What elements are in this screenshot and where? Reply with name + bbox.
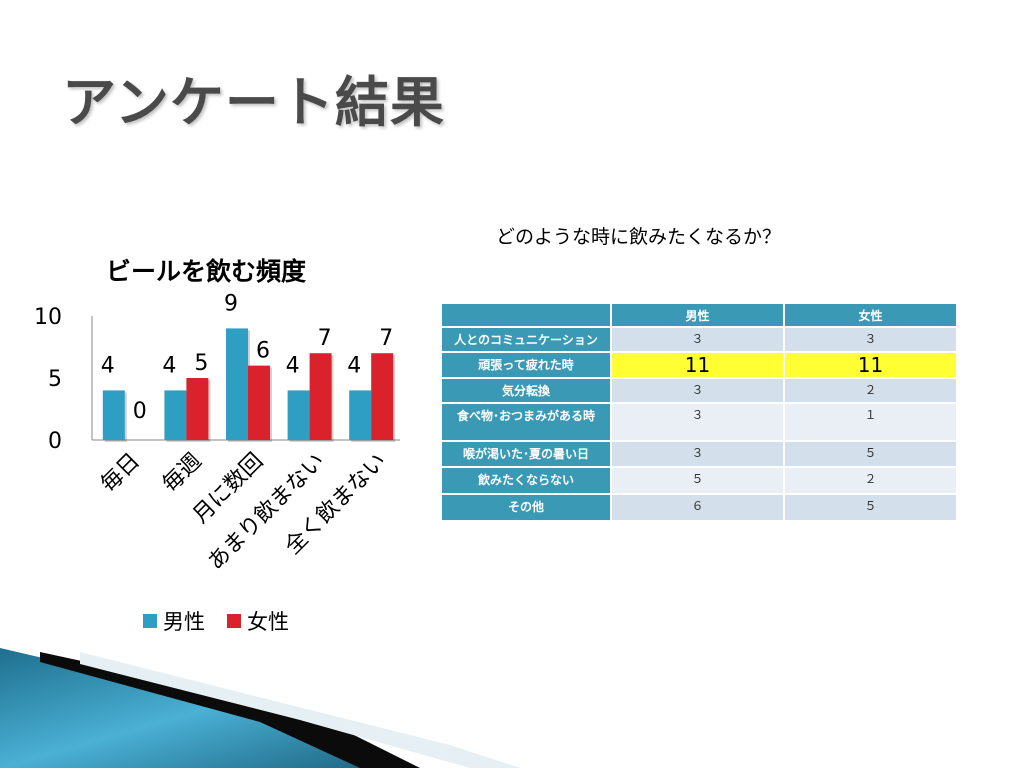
data-label: 4 <box>162 353 176 378</box>
table-header-male: 男性 <box>610 302 785 328</box>
table-row-highlighted: 頑張って疲れた時 11 11 <box>440 351 958 379</box>
row-label: 頑張って疲れた時 <box>440 351 612 379</box>
y-tick-label: 0 <box>48 429 62 454</box>
bar-male <box>102 390 125 440</box>
y-tick-label: 5 <box>48 367 62 392</box>
bar-male <box>164 390 187 440</box>
table-row: 気分転換 ３ ２ <box>440 377 958 404</box>
table-row: 飲みたくならない ５ ２ <box>440 466 958 495</box>
row-label: 食べ物･おつまみがある時 <box>440 402 612 442</box>
row-male-value: ３ <box>610 377 785 404</box>
legend-item-female: 女性 <box>227 606 289 636</box>
row-female-value: 11 <box>783 351 958 379</box>
legend-swatch-female <box>227 614 241 628</box>
row-male-value: ３ <box>610 440 785 468</box>
table-row: 食べ物･おつまみがある時 ３ １ <box>440 402 958 442</box>
table-header-female: 女性 <box>783 302 958 328</box>
table-header-row: 男性 女性 <box>440 302 958 328</box>
row-female-value: ５ <box>783 440 958 468</box>
chart-legend: 男性 女性 <box>143 606 311 636</box>
row-female-value: ２ <box>783 377 958 404</box>
table-row: その他 ６ ５ <box>440 493 958 522</box>
bar-female <box>309 353 332 440</box>
data-label: 4 <box>347 353 361 378</box>
row-female-value: １ <box>783 402 958 442</box>
data-label: 9 <box>224 291 238 316</box>
row-male-value: ３ <box>610 326 785 353</box>
x-tick-label: 毎週 <box>158 449 207 498</box>
row-label: その他 <box>440 493 612 522</box>
bar-female <box>371 353 394 440</box>
row-male-value: 11 <box>610 351 785 379</box>
row-male-value: ６ <box>610 493 785 522</box>
data-label: 6 <box>256 339 270 364</box>
bar-female <box>248 365 270 440</box>
legend-label-female: 女性 <box>247 610 289 634</box>
chart-title: ビールを飲む頻度 <box>106 257 307 286</box>
bar-male <box>226 328 248 440</box>
slide-title: アンケート結果 <box>62 71 445 134</box>
bar-female <box>186 378 209 440</box>
data-label: 7 <box>379 326 393 351</box>
table-row: 喉が渇いた･夏の暑い日 ３ ５ <box>440 440 958 468</box>
legend-swatch-male <box>143 614 157 628</box>
row-female-value: ３ <box>783 326 958 353</box>
bar-male <box>349 390 372 440</box>
row-male-value: ３ <box>610 402 785 442</box>
row-label: 気分転換 <box>440 377 612 404</box>
data-label: 5 <box>194 351 208 376</box>
row-female-value: ２ <box>783 466 958 495</box>
row-label: 人とのコミュニケーション <box>440 326 612 353</box>
row-female-value: ５ <box>783 493 958 522</box>
row-label: 喉が渇いた･夏の暑い日 <box>440 440 612 468</box>
survey-table: 男性 女性 人とのコミュニケーション ３ ３ 頑張って疲れた時 11 11 気分… <box>440 302 958 522</box>
data-label: 0 <box>133 399 147 424</box>
data-label: 7 <box>318 326 332 351</box>
legend-label-male: 男性 <box>163 610 205 634</box>
row-male-value: ５ <box>610 466 785 495</box>
y-tick-label: 10 <box>34 305 62 330</box>
survey-question: どのような時に飲みたくなるか？ <box>496 226 782 248</box>
row-label: 飲みたくならない <box>440 466 612 495</box>
bar-male <box>287 390 310 440</box>
table-row: 人とのコミュニケーション ３ ３ <box>440 326 958 353</box>
table-header-blank <box>440 302 612 328</box>
legend-item-male: 男性 <box>143 606 205 636</box>
data-label: 4 <box>101 353 115 378</box>
data-label: 4 <box>286 353 300 378</box>
x-tick-label: 毎日 <box>96 449 145 498</box>
